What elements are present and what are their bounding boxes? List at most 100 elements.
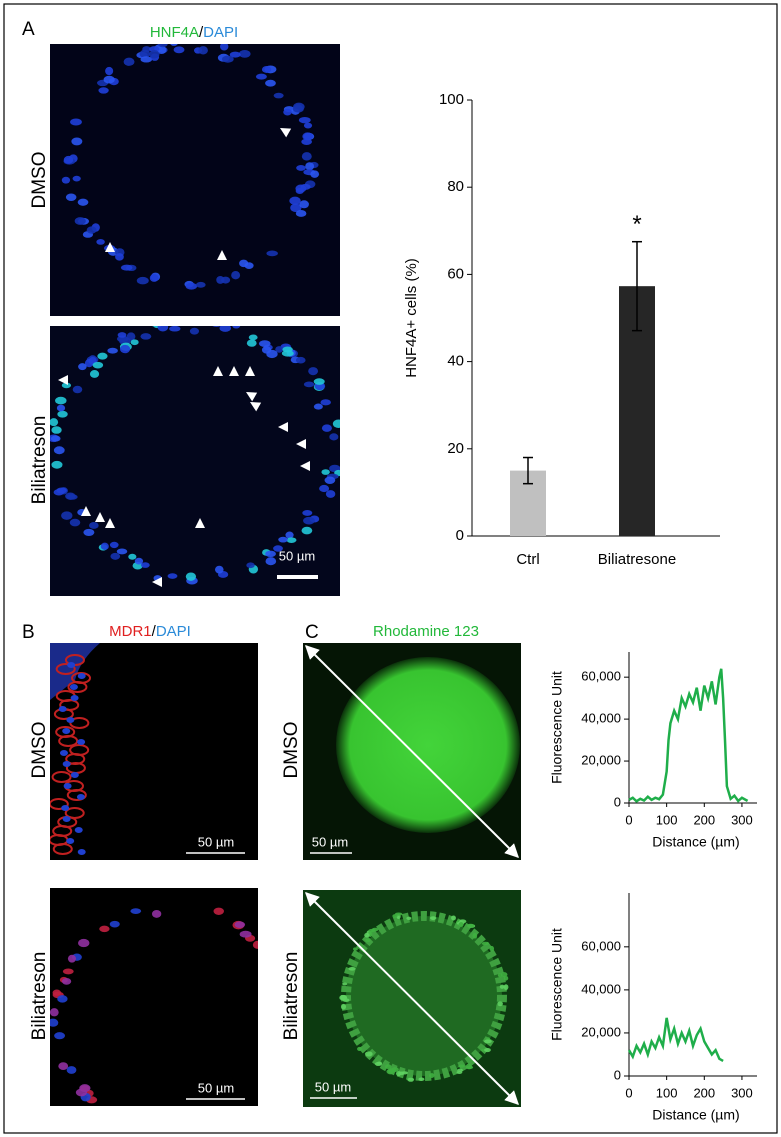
row-label: Biliatreson <box>29 416 50 505</box>
x-tick-label: 200 <box>693 1085 715 1100</box>
stain-title: MDR1/DAPI <box>109 623 191 640</box>
stain-marker: HNF4A <box>150 24 199 41</box>
nucleus <box>100 542 109 550</box>
nucleus <box>286 537 297 543</box>
nucleus <box>303 122 313 129</box>
nucleus <box>296 164 306 171</box>
nucleus <box>61 978 72 985</box>
nucleus <box>466 923 475 928</box>
nucleus <box>62 968 74 975</box>
nucleus <box>364 1051 373 1057</box>
arrowhead <box>213 366 223 376</box>
nucleus <box>308 367 319 376</box>
nucleus <box>246 562 255 569</box>
nucleus <box>301 526 313 535</box>
nucleus <box>83 528 95 536</box>
nucleus <box>246 339 257 347</box>
nucleus <box>374 1061 383 1066</box>
nucleus <box>401 1071 408 1075</box>
nucleus <box>282 346 293 353</box>
nucleus <box>214 565 224 574</box>
nucleus <box>170 44 178 46</box>
scale-bar-label: 50 µm <box>198 1080 234 1095</box>
nucleus <box>248 334 258 341</box>
nucleus <box>109 541 119 549</box>
nucleus <box>406 916 412 920</box>
nucleus <box>198 46 208 55</box>
nucleus <box>89 370 100 378</box>
nucleus <box>320 399 331 406</box>
stain-title: Rhodamine 123 <box>373 623 479 640</box>
nucleus <box>319 484 330 493</box>
nucleus <box>74 827 83 833</box>
row-label: DMSO <box>29 722 50 779</box>
panel-label: A <box>22 19 35 40</box>
arrowhead <box>280 128 292 138</box>
nucleus <box>265 557 277 566</box>
nucleus <box>190 319 201 325</box>
nucleus <box>457 1068 463 1073</box>
x-tick-label: 0 <box>625 1085 632 1100</box>
nucleus <box>185 282 198 290</box>
nucleus <box>364 932 370 938</box>
nucleus <box>77 739 86 745</box>
nucleus <box>429 916 437 920</box>
y-tick-label: 100 <box>439 91 464 108</box>
nucleus <box>57 410 68 418</box>
figure-border <box>3 3 778 1134</box>
nucleus <box>58 706 67 712</box>
nucleus <box>62 816 71 822</box>
y-tick-label: 0 <box>614 794 621 809</box>
nucleus <box>238 50 251 58</box>
nucleus <box>66 1066 77 1074</box>
y-tick-label: 40,000 <box>581 981 621 996</box>
micrograph <box>50 319 340 596</box>
nucleus <box>66 717 75 723</box>
nucleus <box>156 45 167 55</box>
nucleus <box>117 332 127 338</box>
nucleus <box>265 550 276 558</box>
y-tick-label: 60 <box>447 265 464 282</box>
nucleus <box>310 170 320 178</box>
nucleus <box>295 356 306 364</box>
nucleus <box>219 44 229 51</box>
y-axis-label: Fluorescence Unit <box>549 928 565 1041</box>
nucleus <box>295 209 307 217</box>
nucleus <box>89 522 99 529</box>
nucleus <box>288 1041 296 1048</box>
nucleus <box>50 418 59 427</box>
nucleus <box>67 662 76 668</box>
nucleus <box>142 46 151 53</box>
nucleus <box>57 995 68 1003</box>
nucleus <box>99 925 110 933</box>
nucleus <box>56 404 66 412</box>
nucleus <box>157 44 168 48</box>
x-tick-label: 200 <box>693 812 715 827</box>
arrowhead <box>195 518 205 528</box>
nucleus <box>332 419 340 428</box>
nucleus <box>151 909 162 918</box>
nucleus <box>236 1112 245 1119</box>
nucleus <box>357 1046 362 1051</box>
micrograph <box>50 44 340 316</box>
y-tick-label: 0 <box>456 527 464 544</box>
cell <box>55 663 76 675</box>
nucleus <box>53 489 65 496</box>
nucleus <box>103 75 115 84</box>
stain-counterstain: DAPI <box>156 623 191 640</box>
nucleus <box>266 349 278 359</box>
nucleus <box>168 1128 177 1136</box>
scale-bar-label: 50 µm <box>315 1079 351 1094</box>
nucleus <box>303 516 315 525</box>
nucleus <box>51 426 62 434</box>
nucleus <box>298 116 311 124</box>
cell <box>51 771 72 783</box>
nucleus <box>278 536 288 543</box>
nucleus <box>348 966 356 971</box>
x-tick-label: Ctrl <box>516 551 539 568</box>
nucleus <box>239 259 249 268</box>
arrowhead <box>229 366 239 376</box>
nucleus <box>62 761 71 767</box>
nucleus <box>239 930 252 938</box>
cell <box>67 681 88 693</box>
